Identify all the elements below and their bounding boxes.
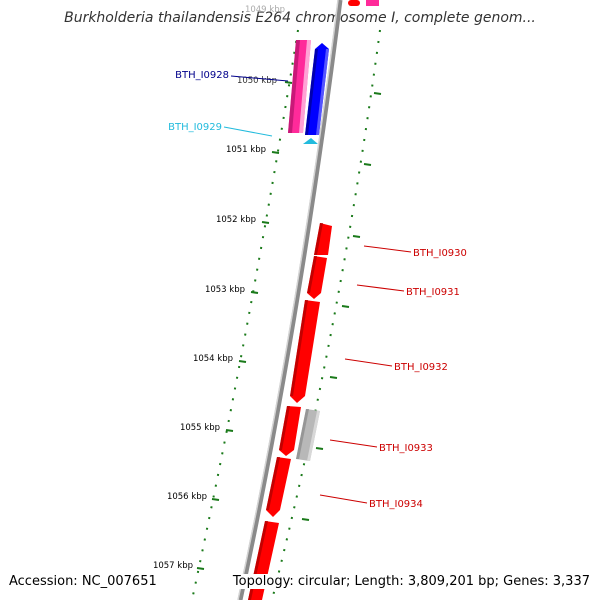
inner-dotted-ring	[191, 29, 299, 600]
gene-label-bth-i0932[interactable]: BTH_I0932	[394, 362, 448, 373]
tick-mark	[196, 567, 205, 570]
tick-label: 1049 kbp	[245, 5, 285, 15]
gene-labels: BTH_I0928 BTH_I0929 BTH_I0930 BTH_I0931 …	[168, 70, 467, 510]
topology-label: Topology: circular; Length: 3,809,201 bp…	[230, 574, 592, 589]
tick-label: 1057 kbp	[153, 561, 193, 571]
map-title: Burkholderia thailandensis E264 chromoso…	[64, 10, 536, 26]
tick-label: 1050 kbp	[237, 76, 277, 86]
tick-label: 1053 kbp	[205, 285, 245, 295]
gene-blue-shape[interactable]	[305, 43, 329, 135]
gene-label-bth-i0931[interactable]: BTH_I0931	[406, 287, 460, 298]
leader-line	[329, 439, 378, 448]
gene-bth-i0933-red-shape[interactable]	[279, 406, 301, 456]
tick-labels: 1049 kbp 1050 kbp 1051 kbp 1052 kbp 1053…	[153, 5, 285, 571]
gene-bth-i0933-shape[interactable]	[296, 409, 320, 461]
gene-bth-i0934-shape[interactable]	[266, 457, 291, 517]
genome-backbone-highlight	[237, 0, 339, 600]
top-partial-genes	[348, 0, 379, 6]
tick-label: 1051 kbp	[226, 145, 266, 155]
gene-label-bth-i0930[interactable]: BTH_I0930	[413, 248, 467, 259]
tick-mark	[363, 163, 372, 166]
tick-mark	[341, 305, 350, 308]
gene-leader-lines	[223, 75, 412, 504]
tick-mark	[250, 291, 259, 294]
tick-mark	[315, 447, 324, 450]
gene-bth-i0930-shape[interactable]	[314, 223, 332, 255]
tick-label: 1052 kbp	[216, 215, 256, 225]
gene-bth-i0928-shape[interactable]	[288, 40, 311, 133]
gene-label-bth-i0928[interactable]: BTH_I0928	[175, 70, 229, 81]
gene-bth-i0929-shape[interactable]	[303, 138, 318, 144]
partial-red-gene	[348, 0, 360, 6]
tick-mark	[261, 221, 270, 224]
accession-label: Accession: NC_007651	[7, 574, 159, 589]
leader-line	[356, 284, 405, 292]
tick-mark	[238, 360, 247, 363]
genome-backbone	[237, 0, 343, 600]
gene-label-bth-i0929[interactable]: BTH_I0929	[168, 122, 222, 133]
tick-mark	[284, 81, 293, 84]
tick-mark	[352, 235, 361, 238]
gene-bth-i0931-shape[interactable]	[307, 256, 327, 299]
tick-label: 1056 kbp	[167, 492, 207, 502]
tick-mark	[271, 151, 280, 154]
tick-marks	[196, 81, 382, 570]
tick-mark	[225, 429, 234, 432]
leader-line	[223, 126, 273, 137]
leader-line	[363, 245, 412, 253]
tick-mark	[301, 518, 310, 521]
leader-line	[319, 494, 368, 504]
gene-label-bth-i0934[interactable]: BTH_I0934	[369, 499, 423, 510]
leader-line	[230, 75, 289, 82]
tick-mark	[373, 92, 382, 95]
tick-mark	[211, 498, 220, 501]
tick-label: 1054 kbp	[193, 354, 233, 364]
gene-bth-i0932-shape[interactable]	[290, 300, 320, 403]
partial-pink-gene	[366, 0, 379, 6]
leader-line	[344, 358, 393, 367]
tick-label: 1055 kbp	[180, 423, 220, 433]
tick-mark	[329, 376, 338, 379]
gene-label-bth-i0933[interactable]: BTH_I0933	[379, 443, 433, 454]
